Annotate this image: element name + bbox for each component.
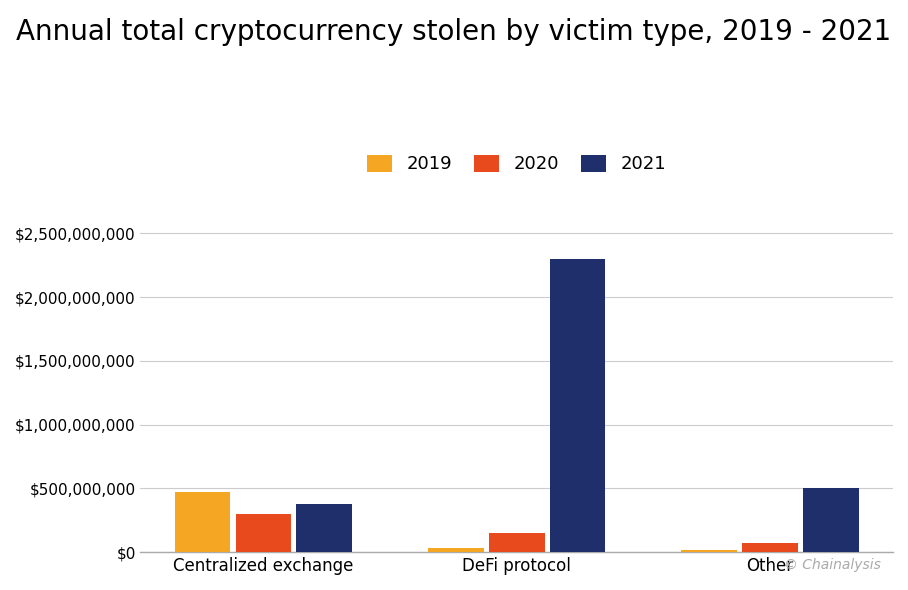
Bar xyxy=(803,489,859,552)
Bar xyxy=(489,533,545,552)
Bar xyxy=(235,514,291,552)
Bar xyxy=(681,550,737,552)
Legend: 2019, 2020, 2021: 2019, 2020, 2021 xyxy=(360,148,674,181)
Bar xyxy=(428,548,484,552)
Bar xyxy=(296,504,352,552)
Bar xyxy=(742,543,798,552)
Text: © Chainalysis: © Chainalysis xyxy=(784,558,881,572)
Text: Annual total cryptocurrency stolen by victim type, 2019 - 2021: Annual total cryptocurrency stolen by vi… xyxy=(16,18,892,45)
Bar xyxy=(174,492,231,552)
Bar xyxy=(549,259,606,552)
